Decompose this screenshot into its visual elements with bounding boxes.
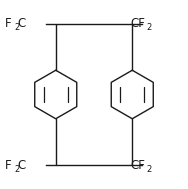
Text: F: F bbox=[5, 159, 12, 172]
Text: C: C bbox=[18, 17, 26, 30]
Text: CF: CF bbox=[130, 17, 145, 30]
Text: 2: 2 bbox=[14, 23, 19, 32]
Text: C: C bbox=[18, 159, 26, 172]
Text: F: F bbox=[5, 17, 12, 30]
Text: 2: 2 bbox=[14, 165, 19, 174]
Text: 2: 2 bbox=[146, 23, 152, 32]
Text: 2: 2 bbox=[146, 165, 152, 174]
Text: CF: CF bbox=[130, 159, 145, 172]
